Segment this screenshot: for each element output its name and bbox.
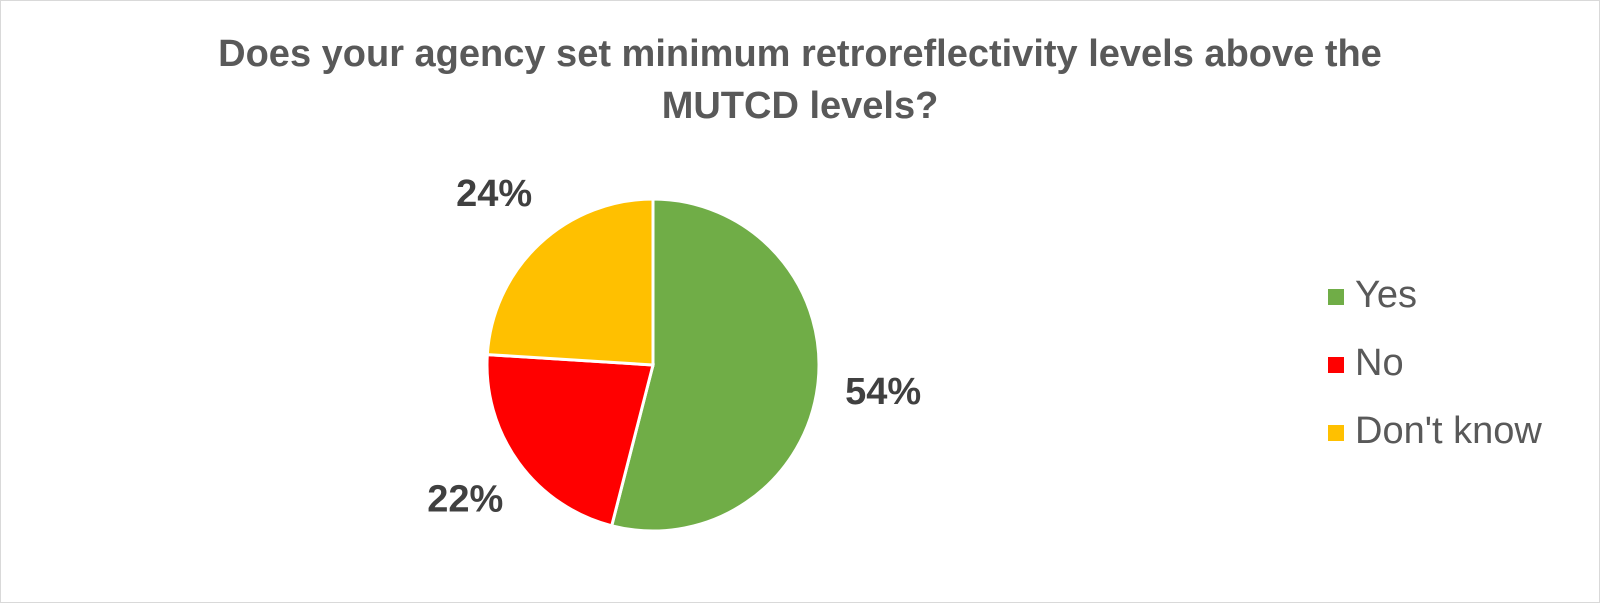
- pie-slice: [485, 197, 655, 367]
- data-label: 22%: [427, 478, 503, 520]
- pie-slice: [609, 197, 821, 533]
- legend-label: No: [1355, 342, 1404, 384]
- chart-title: Does your agency set minimum retroreflec…: [218, 33, 1382, 127]
- legend-label: Don't know: [1355, 410, 1542, 452]
- data-label: 54%: [845, 371, 921, 413]
- legend-swatch: [1328, 289, 1344, 305]
- legend-swatch: [1328, 357, 1344, 373]
- legend-swatch: [1328, 425, 1344, 441]
- data-label: 24%: [456, 173, 532, 215]
- legend-label: Yes: [1355, 274, 1417, 316]
- pie-slice: [485, 352, 655, 528]
